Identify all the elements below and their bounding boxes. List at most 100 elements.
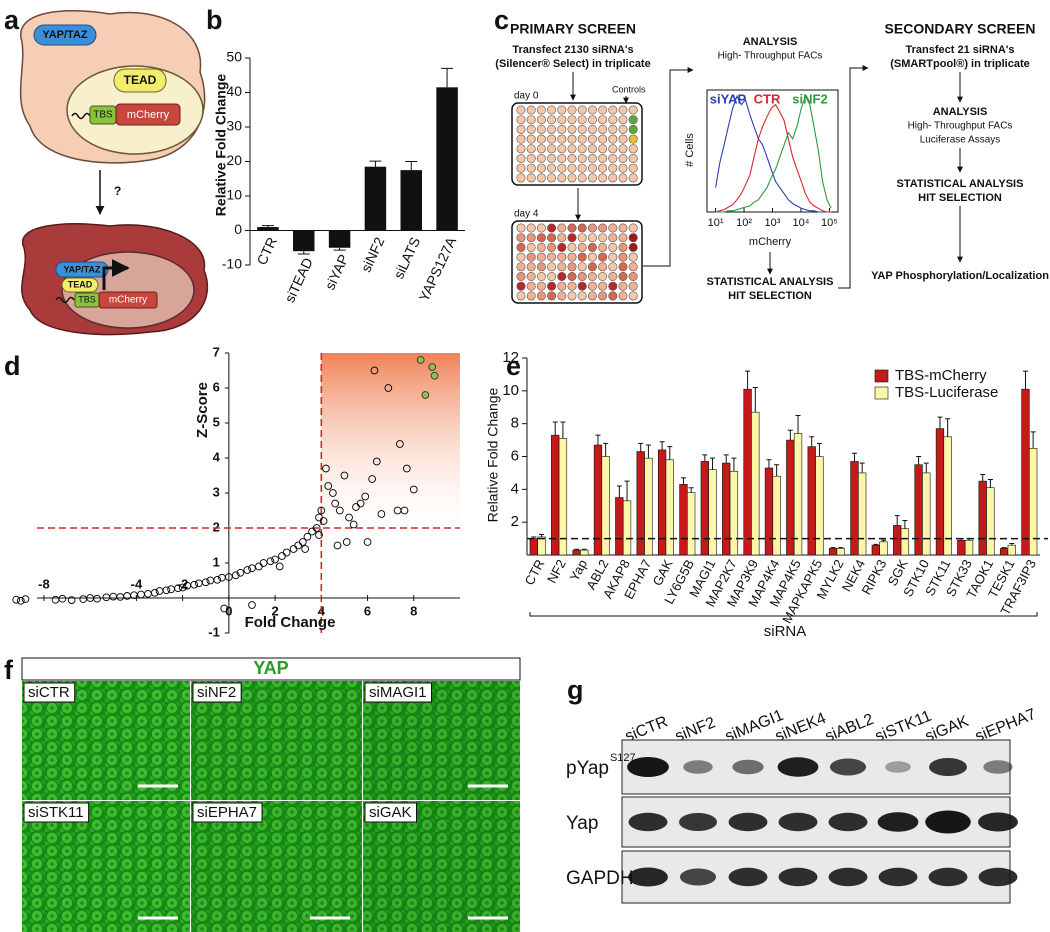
well [587,242,597,252]
point [400,506,409,515]
label: day 0 [514,91,539,102]
error-bar [838,547,844,549]
band [983,760,1013,774]
image-label: siGAK [369,804,412,821]
x-tick-label: 6 [364,603,371,618]
point [21,595,30,603]
point [79,595,88,603]
step: ANALYSIS [743,36,798,48]
bar [986,487,995,556]
well [536,291,546,301]
line [715,103,832,213]
error-bar [667,446,673,460]
panel-label: d [4,351,21,381]
well [547,281,557,291]
error-bar [787,429,793,441]
x-axis-title: siRNA [764,623,807,640]
bar [914,464,923,556]
well [557,115,567,125]
panel-label: c [494,5,509,35]
legend-swatch [874,369,889,383]
point [345,513,353,522]
step: STATISTICAL ANALYSIS [897,178,1024,190]
point [428,363,437,371]
point [151,588,159,597]
y-tick-label: 0 [234,221,242,237]
point [319,517,328,525]
well [608,252,618,262]
label: Controls [612,84,646,94]
y-tick-label: 2 [213,519,220,534]
bar [636,451,645,556]
bar [935,428,945,556]
bar [328,230,351,248]
bar [679,484,688,556]
point [372,457,381,466]
point [294,541,303,550]
error-bar [333,247,346,251]
well [628,134,638,144]
well [618,223,628,233]
error-bar [616,485,622,498]
y-tick-label: 10 [502,382,519,399]
well [557,271,567,281]
point [116,593,125,601]
error-bar [731,457,737,472]
point [324,482,333,490]
step: ANALYSIS [933,106,988,118]
point [333,541,342,550]
band [925,810,971,834]
error-bar [603,442,609,457]
bar [893,525,902,556]
well [536,271,546,281]
well [618,233,628,243]
bar [978,480,987,556]
bar [687,492,696,556]
point [51,595,60,604]
point [340,471,349,480]
label-box [23,682,76,703]
well [618,281,628,291]
well [557,105,567,115]
step: High- Throughput FACs [718,51,823,62]
well [618,115,628,125]
x-axis-title: mCherry [749,236,792,248]
point [275,562,284,571]
well [547,144,557,154]
panel-label: e [506,351,521,381]
y-axis-title: Relative Fold Change [213,74,229,217]
well [587,154,597,164]
point [402,464,411,473]
error-bar [581,548,587,551]
bar [257,227,279,231]
point [178,583,187,592]
point [368,475,377,483]
bar [400,170,422,231]
well [516,124,526,134]
bar [700,461,709,556]
point [289,545,298,553]
y-axis-title: # Cells [684,133,696,167]
error-bar [560,421,566,439]
well [536,154,546,164]
error-bar [816,442,822,457]
bar [764,467,774,556]
error-bar [752,387,758,413]
well [516,105,526,115]
well [587,134,597,144]
bar [622,500,632,556]
x-tick-label: YAPS127A [415,234,459,304]
well [547,115,557,125]
well [608,262,618,272]
y-tick-label: 10 [226,187,242,203]
well [547,242,557,252]
well [598,115,608,125]
well [526,154,536,164]
well [608,163,618,173]
point [317,506,326,515]
y-tick-label: 4 [511,480,519,497]
well [567,252,577,262]
bar [957,539,966,556]
well [598,154,608,164]
error-bar [539,533,545,537]
